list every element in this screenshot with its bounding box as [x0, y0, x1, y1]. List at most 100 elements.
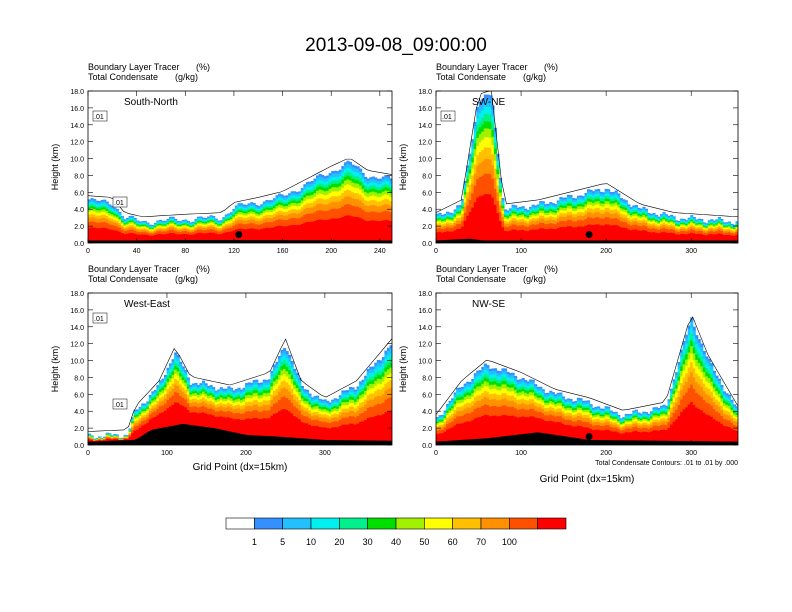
tracer-cell: [446, 408, 450, 412]
tracer-cell: [169, 368, 173, 372]
tracer-cell: [682, 225, 686, 228]
tracer-cell: [514, 215, 518, 219]
tracer-cell: [478, 195, 482, 241]
tracer-cell: [199, 395, 203, 400]
tracer-cell: [617, 218, 621, 226]
tracer-cell: [381, 402, 385, 415]
tracer-cell: [176, 233, 180, 241]
tracer-cell: [589, 407, 593, 410]
tracer-cell: [481, 366, 485, 370]
tracer-cell: [333, 416, 337, 422]
tracer-cell: [571, 404, 576, 407]
tracer-cell: [222, 220, 226, 222]
tracer-cell: [126, 219, 130, 222]
tracer-cell: [609, 213, 613, 219]
tracer-cell: [478, 126, 482, 135]
tracer-cell: [436, 424, 440, 427]
tracer-cell: [634, 220, 638, 225]
tracer-cell: [514, 383, 518, 387]
tracer-cell: [348, 190, 353, 197]
tracer-cell: [298, 404, 302, 411]
x-tick-label: 0: [434, 248, 438, 255]
tracer-cell: [619, 418, 623, 420]
tracer-cell: [369, 399, 373, 407]
tracer-cell: [599, 411, 603, 414]
tracer-cell: [240, 204, 244, 207]
tracer-cell: [290, 191, 294, 194]
tracer-cell: [476, 197, 480, 241]
tracer-cell: [516, 409, 520, 418]
tracer-cell: [295, 218, 299, 226]
tracer-cell: [156, 385, 160, 387]
tracer-cell: [310, 406, 315, 410]
tracer-cell: [576, 201, 581, 205]
tracer-cell: [303, 214, 307, 223]
tracer-cell: [138, 407, 142, 410]
tracer-cell: [161, 378, 165, 381]
tracer-cell: [143, 403, 147, 405]
tracer-cell: [288, 369, 292, 375]
tracer-cell: [250, 215, 254, 220]
tracer-cell: [581, 212, 586, 217]
tracer-cell: [262, 417, 266, 437]
tracer-cell: [260, 214, 264, 218]
tracer-cell: [685, 220, 689, 223]
tracer-cell: [174, 391, 178, 403]
tracer-cell: [217, 226, 221, 228]
tracer-cell: [164, 379, 168, 383]
tracer-cell: [514, 380, 518, 385]
tracer-cell: [448, 407, 452, 411]
tracer-cell: [732, 226, 737, 228]
tracer-cell: [609, 218, 613, 226]
tracer-cell: [280, 225, 284, 241]
tracer-cell: [348, 423, 353, 441]
tracer-cell: [384, 357, 388, 363]
tracer-cell: [707, 224, 711, 227]
tracer-cell: [707, 220, 711, 222]
tracer-cell: [376, 374, 380, 379]
tracer-cell: [204, 232, 208, 241]
tracer-cell: [594, 196, 598, 200]
tracer-cell: [209, 215, 213, 217]
tracer-cell: [379, 180, 383, 184]
tracer-cell: [179, 389, 183, 396]
tracer-cell: [95, 227, 99, 241]
tracer-cell: [587, 421, 591, 428]
tracer-cell: [604, 410, 608, 413]
tracer-cell: [323, 210, 327, 221]
tracer-cell: [298, 192, 302, 196]
tracer-cell: [166, 230, 170, 234]
tracer-cell: [594, 198, 598, 202]
tracer-cell: [361, 178, 365, 183]
tracer-cell: [549, 202, 553, 204]
tracer-cell: [174, 228, 178, 231]
tracer-cell: [214, 233, 218, 241]
tracer-cell: [381, 188, 385, 192]
tracer-cell: [260, 205, 264, 208]
tracer-cell: [326, 409, 330, 413]
tracer-cell: [551, 410, 555, 416]
tracer-cell: [133, 415, 137, 418]
tracer-cell: [366, 389, 370, 396]
tracer-cell: [331, 414, 335, 418]
tracer-cell: [153, 222, 157, 224]
tracer-cell: [539, 218, 543, 223]
tracer-cell: [214, 390, 218, 393]
tracer-cell: [619, 419, 623, 421]
tracer-cell: [295, 209, 299, 214]
tracer-cell: [308, 424, 312, 440]
tracer-cell: [654, 217, 659, 219]
tracer-cell: [252, 202, 256, 205]
tracer-cell: [514, 377, 518, 382]
tracer-cell: [617, 210, 621, 215]
tracer-cell: [491, 384, 495, 389]
tracer-cell: [169, 374, 173, 379]
tracer-cell: [511, 390, 515, 396]
tracer-cell: [453, 216, 457, 219]
tracer-cell: [196, 399, 201, 404]
tracer-cell: [690, 215, 694, 218]
tracer-cell: [285, 198, 289, 202]
tracer-cell: [280, 194, 284, 197]
tracer-cell: [333, 186, 337, 192]
tracer-cell: [156, 223, 160, 225]
